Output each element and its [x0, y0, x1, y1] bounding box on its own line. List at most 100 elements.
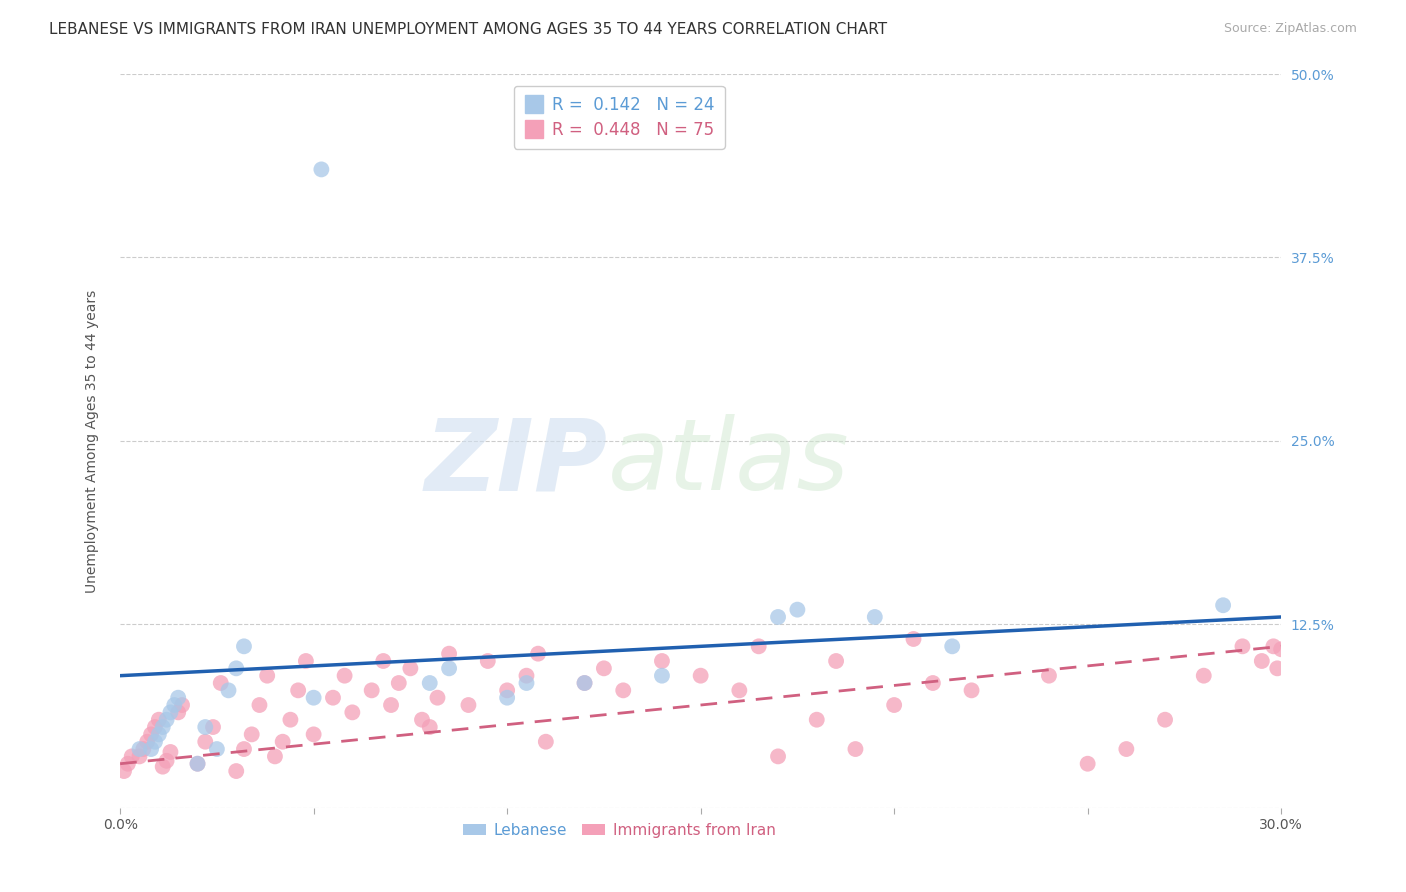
Point [1265, 661, 1288, 675]
Point [786, 602, 808, 616]
Point [651, 668, 673, 682]
Point [128, 742, 150, 756]
Point [651, 654, 673, 668]
Point [225, 661, 247, 675]
Point [170, 698, 193, 712]
Point [380, 698, 402, 712]
Point [271, 735, 294, 749]
Point [322, 690, 344, 705]
Point [921, 676, 943, 690]
Point [280, 713, 302, 727]
Point [139, 727, 162, 741]
Point [419, 676, 441, 690]
Point [256, 668, 278, 682]
Point [1154, 713, 1177, 727]
Point [437, 661, 460, 675]
Point [202, 720, 225, 734]
Point [209, 676, 232, 690]
Point [117, 756, 139, 771]
Point [748, 640, 770, 654]
Point [155, 754, 177, 768]
Point [132, 742, 155, 756]
Point [527, 647, 550, 661]
Point [333, 668, 356, 682]
Point [437, 647, 460, 661]
Point [863, 610, 886, 624]
Point [342, 706, 364, 720]
Point [1115, 742, 1137, 756]
Point [1192, 668, 1215, 682]
Point [806, 713, 828, 727]
Point [844, 742, 866, 756]
Point [373, 654, 395, 668]
Point [233, 742, 256, 756]
Text: atlas: atlas [607, 415, 849, 511]
Point [1232, 640, 1254, 654]
Point [477, 654, 499, 668]
Point [287, 683, 309, 698]
Point [574, 676, 596, 690]
Point [167, 690, 190, 705]
Point [225, 764, 247, 778]
Point [399, 661, 422, 675]
Point [218, 683, 240, 698]
Point [249, 698, 271, 712]
Point [612, 683, 634, 698]
Point [194, 720, 217, 734]
Point [148, 713, 170, 727]
Point [689, 668, 711, 682]
Point [496, 690, 519, 705]
Point [152, 720, 174, 734]
Text: ZIP: ZIP [425, 415, 607, 511]
Point [766, 749, 789, 764]
Point [1250, 654, 1272, 668]
Point [159, 706, 181, 720]
Point [1212, 599, 1234, 613]
Point [167, 706, 190, 720]
Point [593, 661, 616, 675]
Point [515, 676, 537, 690]
Point [574, 676, 596, 690]
Point [515, 668, 537, 682]
Point [295, 654, 318, 668]
Point [411, 713, 433, 727]
Point [426, 690, 449, 705]
Point [1263, 640, 1285, 654]
Point [139, 742, 162, 756]
Point [960, 683, 983, 698]
Point [112, 764, 135, 778]
Point [941, 640, 963, 654]
Point [148, 727, 170, 741]
Point [419, 720, 441, 734]
Point [311, 162, 333, 177]
Point [883, 698, 905, 712]
Point [825, 654, 848, 668]
Point [1270, 642, 1292, 657]
Point [155, 713, 177, 727]
Point [194, 735, 217, 749]
Point [302, 690, 325, 705]
Point [186, 756, 208, 771]
Point [264, 749, 287, 764]
Point [457, 698, 479, 712]
Point [143, 720, 166, 734]
Legend: Lebanese, Immigrants from Iran: Lebanese, Immigrants from Iran [457, 817, 782, 844]
Point [233, 640, 256, 654]
Point [903, 632, 925, 646]
Text: Source: ZipAtlas.com: Source: ZipAtlas.com [1223, 22, 1357, 36]
Point [388, 676, 411, 690]
Point [136, 735, 159, 749]
Point [163, 698, 186, 712]
Point [1038, 668, 1060, 682]
Point [152, 759, 174, 773]
Point [159, 745, 181, 759]
Point [302, 727, 325, 741]
Point [186, 756, 208, 771]
Point [128, 749, 150, 764]
Point [205, 742, 228, 756]
Point [240, 727, 263, 741]
Point [121, 749, 143, 764]
Point [534, 735, 557, 749]
Y-axis label: Unemployment Among Ages 35 to 44 years: Unemployment Among Ages 35 to 44 years [86, 289, 100, 592]
Point [143, 735, 166, 749]
